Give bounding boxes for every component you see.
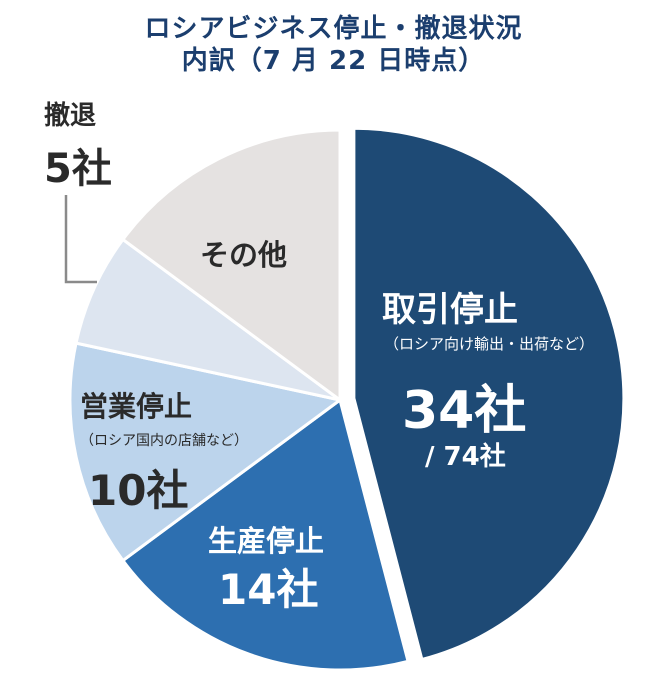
- slice-value-trade: 34社: [402, 381, 527, 441]
- slice-label-sales: 営業停止: [80, 390, 193, 423]
- pie-slice-withdrawal: [74, 237, 341, 402]
- slice-value-production: 14社: [218, 565, 319, 614]
- slice-label-other: その他: [200, 238, 288, 272]
- slice-note-sales: （ロシア国内の店舗など）: [80, 433, 248, 449]
- pie-slice-trade: [352, 126, 626, 662]
- slice-label-trade: 取引停止: [382, 290, 518, 330]
- slice-label-production: 生産停止: [208, 524, 325, 558]
- withdrawal-leader-line: [64, 195, 97, 284]
- slice-label-withdrawal: 撤退: [44, 101, 97, 131]
- total-label: / 74社: [425, 442, 506, 472]
- chart-subtitle: 内訳（7 月 22 日時点）: [181, 46, 486, 76]
- pie-slices: [68, 126, 626, 672]
- slice-value-sales: 10社: [88, 466, 189, 515]
- slice-value-withdrawal: 5社: [44, 146, 112, 192]
- chart-title: ロシアビジネス停止・撤退状況: [144, 14, 523, 44]
- pie-slice-sales: [68, 341, 344, 563]
- slice-note-trade: （ロシア向け輸出・出荷など）: [384, 335, 595, 353]
- pie-slice-production: [120, 397, 410, 672]
- pie-slice-other: [120, 128, 342, 403]
